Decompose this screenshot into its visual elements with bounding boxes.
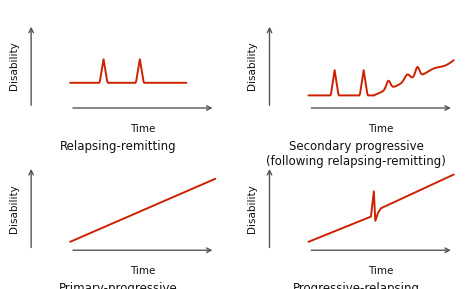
- Text: Secondary progressive
(following relapsing-remitting): Secondary progressive (following relapsi…: [266, 140, 446, 168]
- Text: Disability: Disability: [247, 184, 257, 233]
- Text: Primary-progressive: Primary-progressive: [58, 282, 177, 289]
- Text: Relapsing-remitting: Relapsing-remitting: [60, 140, 176, 153]
- Text: Time: Time: [130, 266, 155, 276]
- Text: Time: Time: [368, 124, 394, 134]
- Text: Disability: Disability: [247, 42, 257, 90]
- Text: Progressive-relapsing: Progressive-relapsing: [292, 282, 419, 289]
- Text: Disability: Disability: [9, 42, 19, 90]
- Text: Time: Time: [368, 266, 394, 276]
- Text: Disability: Disability: [9, 184, 19, 233]
- Text: Time: Time: [130, 124, 155, 134]
